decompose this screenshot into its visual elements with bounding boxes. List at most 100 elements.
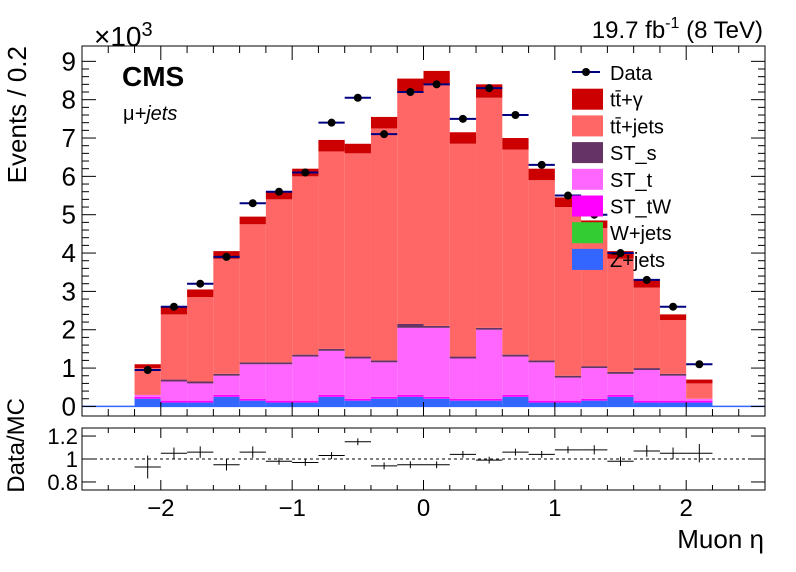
data-point-10 [406, 88, 415, 97]
data-point-15 [537, 160, 546, 169]
data-point-0 [143, 365, 152, 374]
bar-st_s-6 [292, 354, 319, 357]
ratio-y-axis-label: Data/MC [3, 398, 30, 493]
legend-swatch-st_s [572, 142, 603, 164]
bar-ttjets-18 [607, 258, 634, 372]
bar-st_tw-4 [239, 398, 266, 401]
bar-st_t-21 [686, 398, 713, 401]
y-tick-label-2: 2 [62, 315, 76, 345]
bar-zjets-9 [370, 398, 398, 407]
luminosity-label: 19.7 fb-1 (8 TeV) [592, 15, 763, 44]
y-tick-label-8: 8 [62, 85, 76, 115]
x-tick-label-3: 1 [548, 495, 561, 522]
ratio-y-tick-label-2: 1.2 [47, 424, 78, 449]
bar-ttgamma-14 [502, 138, 529, 150]
legend: Data tt̄+γ tt̄+jets ST_s ST_t ST_tW W+jets Z+je… [572, 63, 672, 272]
legend-label-1: tt̄+γ [610, 89, 643, 111]
bar-st_tw-14 [502, 394, 529, 397]
bar-zjets-16 [554, 402, 582, 407]
main-y-axis-ticks: 0 1 2 3 4 5 6 7 8 9 [62, 46, 765, 421]
bar-zjets-0 [134, 398, 161, 407]
bar-st_s-1 [160, 379, 188, 382]
x-tick-label-4: 2 [680, 495, 693, 522]
bar-st_tw-5 [265, 400, 293, 403]
bar-zjets-20 [659, 402, 687, 407]
y-tick-label-9: 9 [62, 46, 76, 76]
bar-st_t-12 [449, 358, 477, 399]
bar-st_tw-20 [659, 400, 687, 403]
data-point-7 [327, 118, 336, 127]
bar-st_s-7 [318, 348, 345, 351]
bar-ttgamma-2 [187, 289, 214, 298]
ratio-y-tick-label-1: 1 [66, 447, 78, 472]
cms-label: CMS [122, 61, 184, 92]
bar-st_tw-7 [318, 394, 345, 397]
bar-st_s-4 [239, 362, 266, 365]
bar-st_s-8 [344, 356, 371, 359]
bar-ttjets-19 [633, 287, 660, 369]
bar-st_t-17 [581, 368, 608, 399]
bar-zjets-21 [686, 402, 713, 407]
bar-st_s-19 [633, 368, 660, 370]
data-point-21 [695, 360, 704, 369]
data-point-16 [563, 191, 572, 200]
data-point-20 [669, 302, 678, 311]
bar-st_t-13 [476, 329, 503, 399]
data-point-9 [380, 130, 389, 139]
ratio-y-tick-label-0: 0.8 [47, 470, 78, 495]
bar-st_t-1 [160, 381, 188, 401]
main-plot-panel: 0 1 2 3 4 5 6 7 8 9 CMS μ+jets Data tt̄+γ tt̄+jets S… [2, 45, 766, 421]
data-point-19 [642, 275, 651, 284]
bar-st_t-10 [397, 327, 424, 395]
stacked-bars [82, 70, 765, 408]
bar-st_s-11 [423, 325, 450, 328]
data-point-4 [248, 199, 257, 208]
bar-st_s-5 [265, 362, 293, 365]
bar-st_t-14 [502, 356, 529, 395]
data-point-6 [301, 168, 310, 177]
bar-st_t-15 [528, 362, 555, 401]
bar-st_t-8 [344, 358, 371, 399]
bar-ttgamma-12 [449, 132, 477, 144]
bar-ttjets-10 [397, 92, 424, 324]
bar-ttgamma-9 [370, 116, 398, 129]
legend-label-2: tt̄+jets [610, 116, 664, 138]
bar-zjets-19 [633, 402, 660, 407]
legend-label-4: ST_t [610, 170, 653, 192]
x-axis-label: Muon η [677, 524, 764, 554]
data-points [134, 80, 713, 374]
y-tick-label-5: 5 [62, 200, 76, 230]
legend-label-7: Z+jets [610, 250, 665, 272]
bar-zjets-12 [449, 400, 477, 407]
y-tick-label-1: 1 [62, 353, 76, 383]
main-x-axis-ticks [81, 46, 766, 416]
bar-st_t-4 [239, 364, 266, 399]
bar-zjets-11 [423, 398, 450, 407]
legend-swatch-st_tw [572, 195, 603, 217]
data-point-14 [511, 111, 520, 120]
bar-st_s-2 [187, 381, 214, 384]
bar-st_t-0 [134, 394, 161, 397]
data-point-12 [458, 114, 467, 123]
legend-label-6: W+jets [610, 223, 672, 245]
y-tick-label-6: 6 [62, 161, 76, 191]
bar-ttgamma-11 [423, 70, 450, 85]
bar-st_tw-12 [449, 398, 477, 401]
bar-ttjets-1 [160, 314, 188, 380]
bar-zjets-4 [239, 400, 266, 407]
bar-ttjets-2 [187, 297, 214, 382]
y-tick-label-3: 3 [62, 276, 76, 306]
bar-ttjets-7 [318, 151, 345, 349]
data-point-13 [485, 84, 494, 93]
main-y-axis-label: Events / 0.2 [2, 46, 32, 183]
bar-ttjets-12 [449, 143, 477, 357]
legend-label-3: ST_s [610, 143, 657, 165]
data-point-18 [616, 249, 625, 258]
legend-swatch-zjets [572, 248, 603, 270]
y-tick-label-0: 0 [62, 391, 76, 421]
y-scale-label: ×103 [94, 19, 153, 52]
bar-zjets-18 [607, 396, 634, 407]
bar-st_tw-18 [607, 394, 634, 397]
bar-ttjets-13 [476, 97, 503, 328]
data-point-3 [222, 252, 231, 261]
